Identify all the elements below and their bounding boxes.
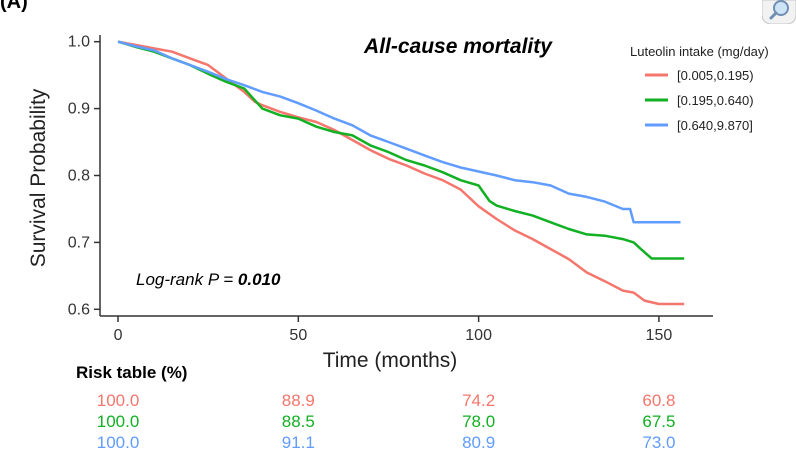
legend: Luteolin intake (mg/day) [0.005,0.195)[0… <box>630 44 769 133</box>
y-tick-label: 1.0 <box>68 34 90 51</box>
zoom-button[interactable] <box>761 0 796 25</box>
series-line-1 <box>117 40 685 306</box>
risk-table-cell: 67.5 <box>642 412 675 431</box>
risk-table-title: Risk table (%) <box>76 363 187 382</box>
risk-table-cell: 100.0 <box>97 391 140 410</box>
magnifier-icon <box>761 0 796 25</box>
chart-title: All-cause mortality <box>363 35 553 58</box>
x-tick-label: 50 <box>289 327 307 344</box>
x-axis-title: Time (months) <box>323 349 458 372</box>
risk-table-cell: 91.1 <box>282 433 315 452</box>
risk-table-cell: 88.9 <box>282 391 315 410</box>
y-tick-label: 0.9 <box>68 101 90 118</box>
log-rank-p-value: 0.010 <box>238 270 281 289</box>
y-tick-label: 0.8 <box>68 168 90 185</box>
legend-label-3: [0.640,9.870] <box>677 118 753 133</box>
legend-title: Luteolin intake (mg/day) <box>630 44 769 59</box>
risk-table-cell: 74.2 <box>462 391 495 410</box>
legend-label-2: [0.195,0.640) <box>677 93 754 108</box>
x-ticks: 0 50 100 150 <box>114 316 673 344</box>
legend-items: [0.005,0.195) [0.195,0.640) [0.640,9.870] <box>645 68 754 133</box>
risk-table-cell: 88.5 <box>282 412 315 431</box>
log-rank-annotation: Log-rank P = 0.010 <box>136 270 281 289</box>
risk-table-cell: 60.8 <box>642 391 675 410</box>
series-line-2 <box>117 40 685 260</box>
y-ticks: 0.6 0.7 0.8 0.9 1.0 <box>68 34 100 318</box>
panel-tag: (A) <box>0 0 28 13</box>
x-tick-label: 0 <box>114 327 123 344</box>
legend-label-1: [0.005,0.195) <box>677 68 754 83</box>
x-tick-label: 150 <box>646 327 673 344</box>
risk-table-cell: 100.0 <box>97 412 140 431</box>
y-tick-label: 0.7 <box>68 234 90 251</box>
risk-table: 100.0 88.9 74.2 60.8 100.0 88.5 78.0 67.5 100.0 9… <box>97 391 676 452</box>
risk-table-cell: 73.0 <box>642 433 675 452</box>
series-lines <box>117 40 685 306</box>
log-rank-prefix: Log-rank P = <box>136 270 238 289</box>
y-tick-label: 0.6 <box>68 301 90 318</box>
y-axis-title: Survival Probability <box>27 88 50 267</box>
risk-table-cell: 80.9 <box>462 433 495 452</box>
series-line-3 <box>117 40 681 224</box>
plot-area: 0.6 0.7 0.8 0.9 1.0 0 50 100 150 <box>68 34 713 344</box>
risk-table-cell: 78.0 <box>462 412 495 431</box>
x-tick-label: 100 <box>465 327 492 344</box>
risk-table-cell: 100.0 <box>97 433 140 452</box>
